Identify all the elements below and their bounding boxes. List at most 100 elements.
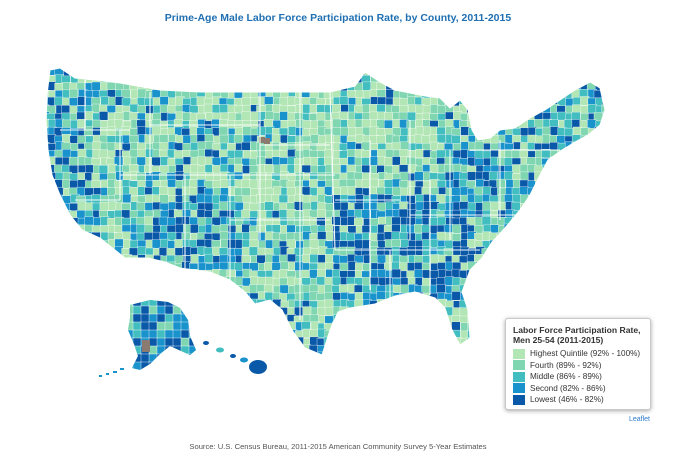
county-cell[interactable] — [527, 74, 537, 84]
county-cell[interactable] — [565, 246, 575, 256]
county-cell[interactable] — [430, 368, 439, 377]
county-cell[interactable] — [310, 368, 319, 377]
county-cell[interactable] — [414, 171, 424, 181]
county-cell[interactable] — [571, 201, 581, 211]
county-cell[interactable] — [512, 291, 522, 301]
county-cell[interactable] — [618, 82, 627, 91]
county-cell[interactable] — [362, 315, 372, 325]
county-cell[interactable] — [602, 164, 612, 174]
county-cell[interactable] — [54, 277, 64, 287]
county-cell[interactable] — [69, 291, 79, 301]
county-cell[interactable] — [527, 276, 537, 286]
county-cell[interactable] — [159, 361, 168, 370]
county-cell[interactable] — [406, 246, 416, 256]
county-cell[interactable] — [183, 368, 192, 377]
county-cell[interactable] — [588, 246, 598, 256]
county-cell[interactable] — [579, 195, 589, 205]
county-cell[interactable] — [339, 337, 349, 347]
county-cell[interactable] — [355, 60, 365, 70]
county-cell[interactable] — [511, 261, 521, 271]
county-cell[interactable] — [317, 82, 327, 92]
county-cell[interactable] — [114, 67, 124, 77]
county-cell[interactable] — [399, 171, 409, 181]
county-cell[interactable] — [235, 314, 245, 324]
county-cell[interactable] — [362, 367, 371, 376]
county-cell[interactable] — [280, 261, 290, 271]
county-cell[interactable] — [467, 361, 476, 370]
county-cell[interactable] — [491, 368, 500, 377]
county-cell[interactable] — [249, 344, 259, 354]
county-cell[interactable] — [581, 59, 590, 68]
county-cell[interactable] — [572, 60, 582, 69]
county-cell[interactable] — [512, 164, 522, 174]
county-cell[interactable] — [438, 360, 447, 369]
county-cell[interactable] — [579, 68, 589, 78]
county-cell[interactable] — [436, 315, 446, 325]
county-cell[interactable] — [227, 337, 237, 347]
county-cell[interactable] — [474, 292, 484, 302]
county-cell[interactable] — [505, 60, 515, 69]
county-cell[interactable] — [618, 247, 627, 256]
county-cell[interactable] — [46, 329, 56, 339]
county-cell[interactable] — [535, 225, 545, 235]
county-cell[interactable] — [136, 224, 146, 234]
county-cell[interactable] — [452, 351, 462, 361]
county-cell[interactable] — [114, 292, 124, 302]
county-cell[interactable] — [609, 262, 618, 271]
county-cell[interactable] — [339, 96, 349, 106]
county-cell[interactable] — [587, 180, 597, 190]
county-cell[interactable] — [392, 353, 402, 362]
county-cell[interactable] — [459, 60, 469, 69]
county-cell[interactable] — [197, 298, 206, 307]
county-cell[interactable] — [474, 82, 484, 92]
county-cell[interactable] — [572, 156, 582, 166]
county-cell[interactable] — [151, 89, 161, 99]
county-cell[interactable] — [279, 368, 288, 377]
county-cell[interactable] — [399, 313, 409, 323]
county-cell[interactable] — [53, 322, 63, 332]
county-cell[interactable] — [85, 351, 95, 361]
county-cell[interactable] — [594, 164, 604, 174]
county-cell[interactable] — [172, 337, 183, 348]
county-cell[interactable] — [489, 254, 499, 264]
county-cell[interactable] — [172, 321, 183, 332]
county-cell[interactable] — [76, 233, 86, 243]
county-cell[interactable] — [287, 359, 296, 368]
county-cell[interactable] — [93, 253, 103, 263]
county-cell[interactable] — [309, 254, 319, 264]
county-cell[interactable] — [40, 262, 49, 272]
county-cell[interactable] — [549, 285, 559, 295]
county-cell[interactable] — [526, 232, 536, 242]
county-cell[interactable] — [180, 337, 191, 348]
county-cell[interactable] — [437, 105, 447, 115]
county-cell[interactable] — [466, 345, 476, 355]
county-cell[interactable] — [543, 225, 553, 235]
county-cell[interactable] — [219, 81, 229, 91]
county-cell[interactable] — [287, 67, 297, 76]
county-cell[interactable] — [164, 321, 175, 332]
county-cell[interactable] — [226, 285, 236, 295]
county-cell[interactable] — [213, 367, 222, 376]
county-cell[interactable] — [541, 178, 551, 188]
county-cell[interactable] — [406, 337, 416, 347]
county-cell[interactable] — [40, 216, 49, 226]
county-cell[interactable] — [376, 314, 386, 324]
county-cell[interactable] — [466, 292, 476, 302]
county-cell[interactable] — [206, 359, 215, 368]
county-cell[interactable] — [490, 113, 500, 123]
county-cell[interactable] — [41, 239, 50, 249]
county-cell[interactable] — [490, 120, 500, 130]
county-cell[interactable] — [92, 285, 102, 295]
county-cell[interactable] — [482, 201, 492, 211]
county-cell[interactable] — [273, 314, 283, 324]
choropleth-map[interactable] — [0, 40, 676, 440]
county-cell[interactable] — [132, 337, 143, 348]
county-cell[interactable] — [573, 307, 583, 317]
county-cell[interactable] — [41, 307, 50, 317]
county-cell[interactable] — [542, 201, 552, 211]
county-cell[interactable] — [534, 89, 544, 99]
county-cell[interactable] — [452, 360, 461, 369]
county-cell[interactable] — [84, 278, 94, 288]
county-cell[interactable] — [611, 277, 620, 286]
county-cell[interactable] — [190, 299, 200, 309]
